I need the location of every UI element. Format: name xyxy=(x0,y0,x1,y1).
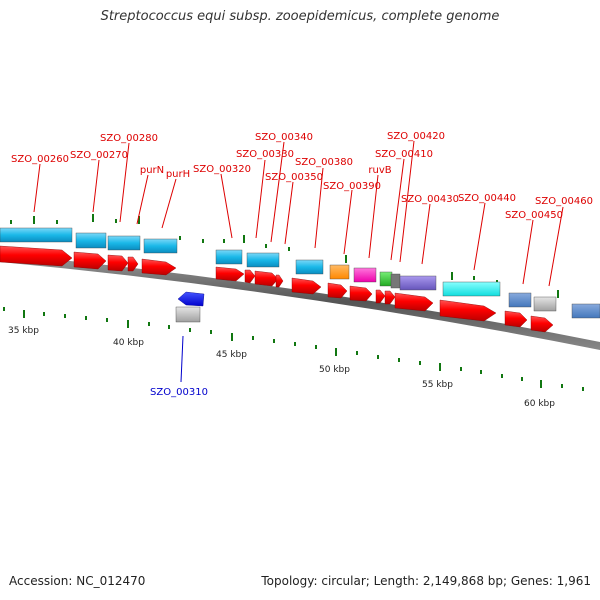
gene-label[interactable]: SZO_00350 xyxy=(265,172,323,183)
cds-arrow[interactable] xyxy=(349,285,373,302)
gene-label[interactable]: SZO_00260 xyxy=(11,154,69,165)
gene-bar[interactable] xyxy=(107,235,141,251)
gene-bar[interactable] xyxy=(295,259,324,275)
cds-arrow[interactable] xyxy=(275,274,284,288)
gene-label[interactable]: SZO_00340 xyxy=(255,132,313,143)
gene-bar[interactable] xyxy=(246,252,280,268)
cds-arrow[interactable] xyxy=(327,282,348,299)
gene-label-reverse[interactable]: SZO_00310 xyxy=(150,387,208,398)
gene-label[interactable]: SZO_00390 xyxy=(323,181,381,192)
gene-bar[interactable] xyxy=(75,232,107,249)
gene-bar[interactable] xyxy=(175,306,201,323)
scale-labels: 35 kbp 40 kbp 45 kbp 50 kbp 55 kbp 60 kb… xyxy=(8,326,555,409)
cds-arrow[interactable] xyxy=(254,270,279,287)
genome-stats-text: Topology: circular; Length: 2,149,868 bp… xyxy=(261,574,591,588)
gene-label[interactable]: SZO_00280 xyxy=(100,133,158,144)
cds-arrow[interactable] xyxy=(384,290,396,305)
label-leaders xyxy=(33,140,564,287)
cds-arrow[interactable] xyxy=(439,299,497,322)
gene-label[interactable]: SZO_00460 xyxy=(535,196,593,207)
gene-label[interactable]: purH xyxy=(166,169,190,180)
inner-tick-row xyxy=(3,307,584,391)
cds-arrow[interactable] xyxy=(504,310,528,328)
gene-bar[interactable] xyxy=(379,271,393,287)
gene-bar[interactable] xyxy=(399,275,437,291)
cds-arrow[interactable] xyxy=(244,269,256,284)
cds-arrow[interactable] xyxy=(107,254,129,272)
scale-label: 35 kbp xyxy=(8,326,39,336)
gene-bar[interactable] xyxy=(329,264,350,280)
gene-label[interactable]: SZO_00330 xyxy=(236,149,294,160)
accession-text: Accession: NC_012470 xyxy=(9,574,146,588)
gene-bar[interactable] xyxy=(390,273,401,289)
gene-bar[interactable] xyxy=(571,303,600,319)
gene-label[interactable]: SZO_00450 xyxy=(505,210,563,221)
scale-label: 55 kbp xyxy=(422,380,453,390)
gene-bar[interactable] xyxy=(442,281,501,297)
gene-label[interactable]: SZO_00430 xyxy=(401,194,459,205)
cog-track xyxy=(0,227,600,323)
gene-bar[interactable] xyxy=(215,249,243,265)
gene-label[interactable]: SZO_00380 xyxy=(295,157,353,168)
cds-arrow[interactable] xyxy=(141,258,177,276)
gene-bar[interactable] xyxy=(143,238,178,254)
gene-label[interactable]: SZO_00270 xyxy=(70,150,128,161)
cds-arrow[interactable] xyxy=(530,315,554,333)
gene-label[interactable]: purN xyxy=(140,165,164,176)
scale-label: 40 kbp xyxy=(113,338,144,348)
scale-label: 45 kbp xyxy=(216,350,247,360)
cds-arrow[interactable] xyxy=(215,266,245,282)
reverse-cds-arrow[interactable] xyxy=(177,291,205,307)
cds-track xyxy=(0,245,554,333)
cds-arrow[interactable] xyxy=(394,292,434,312)
gene-label[interactable]: SZO_00440 xyxy=(458,193,516,204)
gene-bar[interactable] xyxy=(533,296,557,312)
genome-title: Streptococcus equi subsp. zooepidemicus,… xyxy=(100,9,500,24)
gene-labels: SZO_00260 SZO_00270 SZO_00280 purN purH … xyxy=(11,131,593,398)
gene-label[interactable]: SZO_00410 xyxy=(375,149,433,160)
genome-backbone xyxy=(0,254,600,350)
gene-label[interactable]: ruvB xyxy=(368,165,391,176)
gene-label[interactable]: SZO_00420 xyxy=(387,131,445,142)
scale-label: 50 kbp xyxy=(319,365,350,375)
cds-arrow[interactable] xyxy=(291,277,322,295)
gene-bar[interactable] xyxy=(0,227,73,243)
reverse-label-leader xyxy=(180,335,184,383)
cds-arrow[interactable] xyxy=(375,289,386,304)
cds-arrow[interactable] xyxy=(0,245,73,267)
cds-arrow[interactable] xyxy=(127,256,139,272)
cds-arrow[interactable] xyxy=(73,251,107,270)
scale-label: 60 kbp xyxy=(524,399,555,409)
gene-bar[interactable] xyxy=(353,267,377,283)
gene-bar[interactable] xyxy=(508,292,532,308)
gene-label[interactable]: SZO_00320 xyxy=(193,164,251,175)
